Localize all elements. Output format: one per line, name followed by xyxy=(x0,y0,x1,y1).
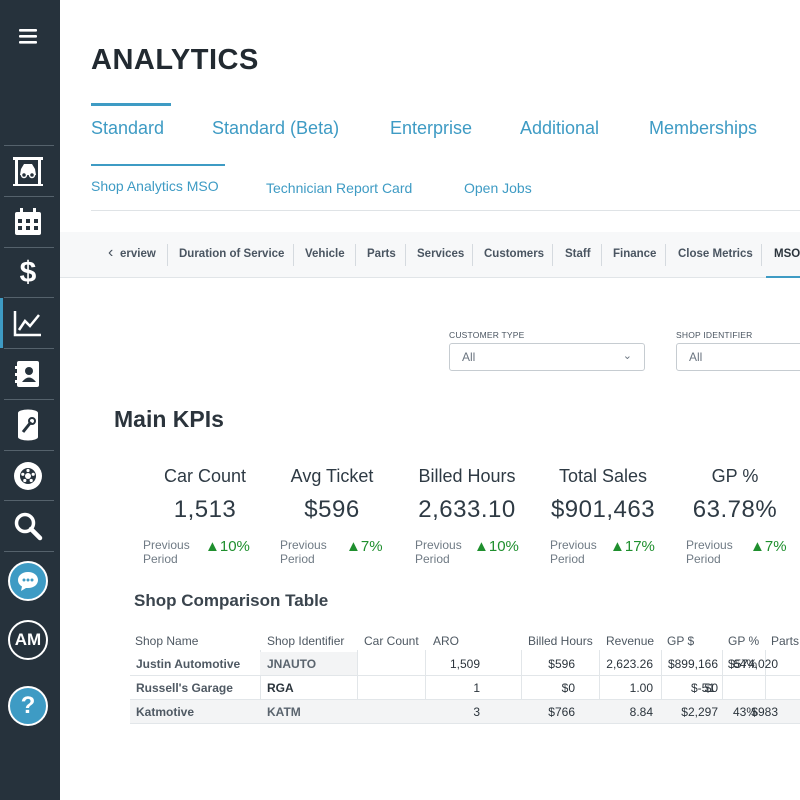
hamburger-menu-icon xyxy=(19,29,37,44)
kpi-label: Total Sales xyxy=(558,466,648,486)
sidebar-active-indicator xyxy=(0,298,3,348)
kpi-label: Avg Ticket xyxy=(290,466,374,486)
car-lift-icon xyxy=(13,157,43,186)
shop-comparison-heading: Shop Comparison Table xyxy=(134,591,329,610)
customer-type-value: All xyxy=(462,350,476,364)
page-title: ANALYTICS xyxy=(91,44,259,76)
secondary-tab-indicator xyxy=(91,164,225,166)
report-tab-staff[interactable]: Staff xyxy=(565,248,591,260)
kpi-value: $901,463 xyxy=(550,496,656,523)
sidebar-item-calendar[interactable] xyxy=(0,199,56,245)
column-header-gp-percent[interactable]: GP % xyxy=(728,634,760,648)
shop-identifier-select[interactable]: All xyxy=(676,343,800,371)
kpi-change: ▲10% xyxy=(205,538,250,555)
sidebar-item-inventory[interactable] xyxy=(0,402,56,448)
report-tab-parts[interactable]: Parts xyxy=(367,248,396,260)
sidebar-item-analytics[interactable] xyxy=(0,300,56,346)
kpi-value: 1,513 xyxy=(173,496,237,523)
table-row[interactable]: Justin Automotive JNAUTO 1,509 $596 2,62… xyxy=(130,652,800,676)
tab-shop-analytics-mso[interactable]: Shop Analytics MSO xyxy=(91,178,219,194)
kpi-value: 63.78% xyxy=(692,496,778,523)
kpi-label: GP % xyxy=(711,466,759,486)
tab-open-jobs[interactable]: Open Jobs xyxy=(464,180,532,196)
help-icon: ? xyxy=(8,686,48,726)
chat-button[interactable] xyxy=(0,558,56,604)
table-row[interactable]: Katmotive KATM 3 $766 8.84 $2,297 $983 4… xyxy=(130,700,800,724)
kpi-card: Avg Ticket $596 Previous Period ▲7% xyxy=(257,466,407,566)
kpi-value: 2,633.10 xyxy=(418,496,516,523)
kpi-previous-label: Previous Period xyxy=(143,538,190,566)
chevron-left-icon[interactable]: ‹ xyxy=(108,244,114,261)
kpi-previous-label: Previous Period xyxy=(686,538,733,566)
help-button[interactable]: ? xyxy=(0,683,56,729)
primary-tab-indicator xyxy=(91,103,171,106)
column-header-parts[interactable]: Parts xyxy=(771,634,800,648)
report-tab-indicator xyxy=(766,276,800,278)
column-header-car-count[interactable]: Car Count xyxy=(364,634,419,648)
kpi-card: Car Count 1,513 Previous Period ▲10% xyxy=(130,466,280,566)
report-tab-vehicle[interactable]: Vehicle xyxy=(305,248,345,260)
sidebar-item-shop-floor[interactable] xyxy=(0,148,56,194)
report-tab-services[interactable]: Services xyxy=(417,248,465,260)
shop-identifier-value: All xyxy=(689,350,703,364)
avatar: AM xyxy=(8,620,48,660)
search-icon xyxy=(14,512,43,541)
report-tabs: ‹ erview Duration of Service Vehicle Par… xyxy=(60,232,800,278)
column-header-shop-identifier[interactable]: Shop Identifier xyxy=(267,634,345,648)
chevron-down-icon: ⌄ xyxy=(622,350,632,362)
kpi-value: $596 xyxy=(304,496,360,523)
column-header-shop-name[interactable]: Shop Name xyxy=(135,634,199,648)
customer-type-select[interactable]: All ⌄ xyxy=(449,343,645,371)
shop-identifier-label: SHOP IDENTIFIER xyxy=(676,330,753,340)
kpi-card: GP % 63.78% Previous Period ▲7% xyxy=(660,466,800,566)
tab-additional[interactable]: Additional xyxy=(520,118,600,138)
kpi-card: Billed Hours 2,633.10 Previous Period ▲10… xyxy=(392,466,542,566)
report-tab-finance[interactable]: Finance xyxy=(613,248,657,260)
kpi-previous-label: Previous Period xyxy=(415,538,462,566)
tab-enterprise[interactable]: Enterprise xyxy=(390,118,473,138)
report-tab-overview[interactable]: erview xyxy=(120,248,156,260)
tab-standard[interactable]: Standard xyxy=(91,118,165,138)
dollar-icon: $ xyxy=(19,256,37,289)
report-tab-duration-of-service[interactable]: Duration of Service xyxy=(179,248,285,260)
report-tab-customers[interactable]: Customers xyxy=(484,248,545,260)
sidebar-item-customers[interactable] xyxy=(0,351,56,397)
sidebar-item-tires[interactable] xyxy=(0,453,56,499)
table-row[interactable]: Russell's Garage RGA 1 $0 1.00 $0 $-51 xyxy=(130,676,800,700)
kpi-label: Billed Hours xyxy=(418,466,516,486)
divider xyxy=(91,210,800,211)
column-header-revenue[interactable]: Revenue xyxy=(606,634,655,648)
kpi-change: ▲17% xyxy=(610,538,655,555)
report-tab-close-metrics[interactable]: Close Metrics xyxy=(678,248,753,260)
column-header-gp-dollars[interactable]: GP $ xyxy=(667,634,695,648)
kpi-change: ▲7% xyxy=(346,538,383,555)
kpi-previous-label: Previous Period xyxy=(550,538,597,566)
kpi-previous-label: Previous Period xyxy=(280,538,327,566)
report-tab-mso[interactable]: MSO xyxy=(774,248,800,260)
sidebar: $ xyxy=(0,0,60,800)
main-content: ANALYTICS Standard Standard (Beta) Enter… xyxy=(60,0,800,800)
column-header-aro[interactable]: ARO xyxy=(433,634,460,648)
avatar-initials: AM xyxy=(14,630,42,649)
sidebar-item-search[interactable] xyxy=(0,503,56,549)
customer-type-label: CUSTOMER TYPE xyxy=(449,330,525,340)
tab-memberships[interactable]: Memberships xyxy=(649,118,758,138)
analytics-chart-icon xyxy=(13,311,41,337)
contacts-icon xyxy=(15,361,39,387)
inventory-wrench-icon xyxy=(18,409,38,441)
main-kpis-heading: Main KPIs xyxy=(114,406,224,432)
kpi-change: ▲10% xyxy=(474,538,519,555)
kpi-label: Car Count xyxy=(163,466,247,486)
kpi-card: Total Sales $901,463 Previous Period ▲17% xyxy=(528,466,678,566)
user-avatar-button[interactable]: AM xyxy=(0,617,56,663)
menu-button[interactable] xyxy=(0,18,56,54)
kpi-change: ▲7% xyxy=(750,538,787,555)
column-header-billed-hours[interactable]: Billed Hours xyxy=(528,634,593,648)
calendar-icon xyxy=(15,208,41,235)
chat-icon xyxy=(18,572,38,591)
sidebar-item-finance[interactable]: $ xyxy=(0,250,56,296)
tab-technician-report-card[interactable]: Technician Report Card xyxy=(266,180,413,196)
tire-icon xyxy=(14,462,42,490)
tab-standard-beta[interactable]: Standard (Beta) xyxy=(212,118,340,138)
